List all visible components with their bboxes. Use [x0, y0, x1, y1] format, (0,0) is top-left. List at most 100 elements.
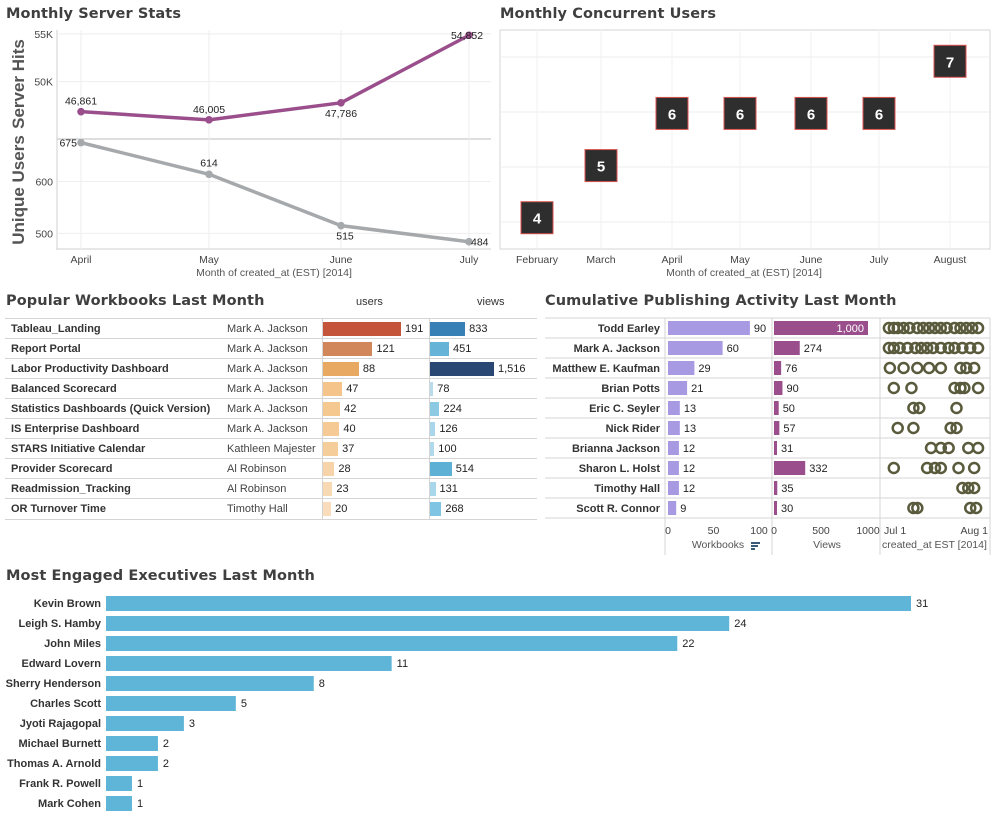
- executive-name: Thomas A. Arnold: [7, 758, 101, 770]
- executive-name: Edward Lovern: [22, 658, 102, 670]
- publish-event-dot: [914, 341, 928, 355]
- users-bar: [323, 422, 340, 436]
- publish-event-dot: [948, 341, 961, 355]
- executive-bar: [106, 676, 314, 691]
- workbook-author: Al Robinson: [227, 483, 287, 495]
- publish-event-dot: [934, 341, 948, 355]
- x-tick-label: June: [800, 254, 823, 266]
- publish-event-dot: [963, 501, 977, 515]
- users-bar: [323, 502, 332, 516]
- workbook-row[interactable]: Tableau_Landing Mark A. Jackson 191 833: [5, 318, 537, 339]
- executive-value: 22: [682, 638, 694, 650]
- publish-event-dot: [969, 501, 983, 515]
- executive-bar: [106, 716, 184, 731]
- workbook-name: Tableau_Landing: [11, 323, 101, 335]
- x-tick-label: May: [199, 254, 220, 266]
- publish-event-dot: [907, 501, 920, 515]
- views-value: 31: [781, 443, 793, 455]
- workbook-row[interactable]: Report Portal Mark A. Jackson 121 451: [5, 338, 537, 359]
- workbooks-value: 12: [683, 463, 695, 475]
- date-tick: Aug 1: [961, 525, 989, 537]
- date-tick: Jul 1: [884, 525, 906, 537]
- views-value: 224: [443, 403, 462, 415]
- views-value: 126: [439, 423, 458, 435]
- publish-event-dot: [911, 501, 924, 515]
- workbook-name: Readmission_Tracking: [11, 483, 131, 495]
- publish-event-dot: [887, 341, 901, 355]
- x-tick-label: February: [516, 254, 559, 266]
- workbook-row[interactable]: Labor Productivity Dashboard Mark A. Jack…: [5, 358, 537, 379]
- concurrent-marker: [794, 96, 828, 130]
- views-bar: [430, 422, 436, 436]
- views-value: 833: [469, 323, 488, 335]
- executive-value: 5: [241, 698, 247, 710]
- workbook-row[interactable]: Balanced Scorecard Mark A. Jackson 47 78: [5, 378, 537, 399]
- executive-name: Mark Cohen: [38, 798, 101, 810]
- publish-event-dot: [913, 401, 926, 415]
- publish-event-dot: [942, 341, 955, 355]
- concurrent-marker: [584, 149, 618, 183]
- users-bar: [323, 322, 401, 336]
- concurrent-value-label: 5: [597, 159, 605, 176]
- workbook-row[interactable]: STARS Initiative Calendar Kathleen Majest…: [5, 438, 537, 459]
- publish-event-dot: [965, 321, 979, 335]
- views-bar: [430, 342, 450, 356]
- executive-bar: [106, 656, 392, 671]
- executive-value: 3: [189, 718, 195, 730]
- concurrent-marker: [655, 96, 689, 130]
- users-value: 28: [338, 463, 351, 475]
- workbooks-value: 12: [683, 443, 695, 455]
- workbooks-value: 90: [754, 323, 766, 335]
- executive-bar: [106, 596, 911, 611]
- publish-event-dot: [901, 341, 914, 355]
- executive-bar: [106, 796, 132, 811]
- executive-value: 2: [163, 758, 169, 770]
- views-bar: [774, 501, 777, 515]
- publish-event-dot: [887, 461, 901, 475]
- workbooks-bar: [668, 361, 695, 375]
- workbooks-bar: [668, 501, 677, 515]
- server-hits-point: [205, 116, 213, 124]
- views-bar: [430, 402, 440, 416]
- publish-event-dot: [971, 381, 985, 395]
- workbook-row[interactable]: Readmission_Tracking Al Robinson 23 131: [5, 478, 537, 499]
- workbook-author: Mark A. Jackson: [227, 363, 308, 375]
- views-bar: [774, 461, 806, 475]
- publisher-name: Sharon L. Holst: [579, 463, 661, 475]
- publish-event-dot: [971, 441, 985, 455]
- workbooks-tick: 50: [708, 525, 720, 537]
- workbook-name: Provider Scorecard: [11, 463, 113, 475]
- views-bar: [774, 441, 777, 455]
- workbook-author: Mark A. Jackson: [227, 403, 308, 415]
- concurrent-users-chart: 4 February 5 March 6 April 6 May 6 June 6 July 7 Augu…: [499, 29, 991, 279]
- x-axis-title: Month of created_at (EST) [2014]: [196, 267, 352, 279]
- workbooks-value: 9: [680, 503, 686, 515]
- publish-event-dot: [911, 361, 924, 375]
- publish-event-dot: [954, 361, 967, 375]
- executive-bar: [106, 696, 236, 711]
- workbook-row[interactable]: Provider Scorecard Al Robinson 28 514: [5, 458, 537, 479]
- publish-event-dot: [944, 421, 957, 435]
- x-axis-title: Month of created_at (EST) [2014]: [666, 267, 822, 279]
- executive-bar: [106, 776, 132, 791]
- workbooks-value: 12: [683, 483, 695, 495]
- workbooks-bar: [668, 421, 680, 435]
- workbook-row[interactable]: Statistics Dashboards (Quick Version) Mar…: [5, 398, 537, 419]
- workbook-author: Mark A. Jackson: [227, 343, 308, 355]
- users-bar: [323, 382, 343, 396]
- users-value: 40: [343, 423, 356, 435]
- publisher-name: Brianna Jackson: [572, 443, 660, 455]
- x-tick-label: June: [330, 254, 353, 266]
- concurrent-marker: [520, 201, 554, 235]
- views-value: 35: [781, 483, 793, 495]
- workbook-row[interactable]: OR Turnover Time Timothy Hall 20 268: [5, 498, 537, 520]
- views-value: 274: [804, 343, 822, 355]
- views-value: 78: [437, 383, 450, 395]
- workbook-name: STARS Initiative Calendar: [11, 443, 146, 455]
- workbook-row[interactable]: IS Enterprise Dashboard Mark A. Jackson 40…: [5, 418, 537, 439]
- views-tick: 0: [771, 525, 777, 537]
- views-value: 57: [783, 423, 795, 435]
- unique-users-point: [77, 138, 85, 147]
- publisher-name: Nick Rider: [606, 423, 661, 435]
